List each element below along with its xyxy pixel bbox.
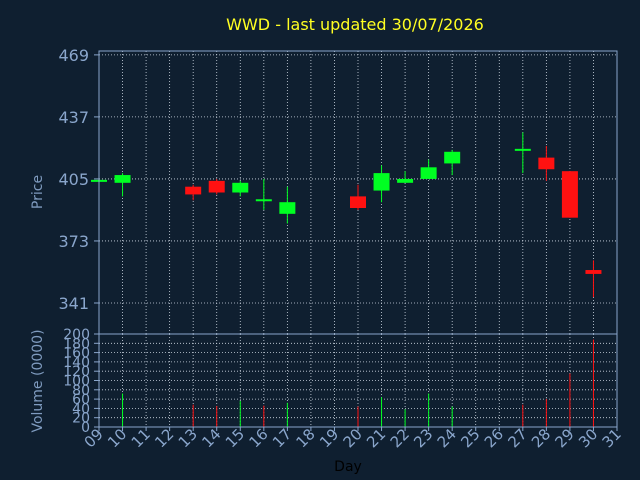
price-axis-label: Price: [30, 175, 46, 209]
candle-body: [208, 180, 225, 193]
day-tick-label: 22: [387, 425, 413, 451]
candle-body: [232, 182, 249, 193]
volume-tick-label: 180: [63, 336, 90, 352]
price-tick-label: 373: [58, 232, 89, 251]
volume-tick-label: 80: [72, 383, 90, 399]
price-panel: 469 437 405 373 341: [58, 46, 618, 335]
day-tick-label: 10: [104, 425, 130, 451]
candle-body: [561, 171, 578, 218]
candle-body: [514, 148, 531, 151]
candle-body: [420, 167, 437, 179]
candle-body: [444, 151, 461, 164]
day-tick-label: 29: [552, 425, 578, 451]
candle-body: [538, 157, 555, 170]
day-tick-label: 20: [340, 425, 366, 451]
day-tick-label: 11: [128, 425, 154, 451]
day-tick-label: 14: [198, 425, 224, 451]
volume-tick-label: 160: [63, 346, 90, 362]
day-tick-label: 12: [151, 425, 177, 451]
day-tick-label: 16: [245, 425, 271, 451]
volume-axis-label: Volume (0000): [30, 329, 46, 432]
candle-body: [373, 173, 390, 191]
volume-tick-label: 0: [81, 420, 90, 436]
day-tick-label: 27: [504, 425, 530, 451]
price-tick-label: 405: [58, 170, 89, 189]
day-tick-label: 15: [222, 425, 248, 451]
day-tick-label: 18: [293, 425, 319, 451]
volume-tick-label: 20: [72, 411, 90, 427]
volume-tick-label: 200: [63, 327, 90, 343]
day-tick-label: 21: [363, 425, 389, 451]
price-tick-label: 341: [58, 294, 89, 313]
candle-body: [185, 186, 202, 195]
volume-panel: 2001801601401201008060402000910111213141…: [63, 327, 625, 451]
day-tick-label: 25: [457, 425, 483, 451]
day-tick-label: 30: [575, 425, 601, 451]
chart-title: WWD - last updated 30/07/2026: [226, 15, 484, 34]
day-tick-label: 28: [528, 425, 554, 451]
day-tick-label: 26: [481, 425, 507, 451]
day-tick-label: 19: [316, 425, 342, 451]
candle-body: [397, 178, 414, 183]
volume-tick-label: 40: [72, 401, 90, 417]
candle-body: [114, 175, 131, 183]
volume-tick-label: 140: [63, 355, 90, 371]
day-tick-label: 17: [269, 425, 295, 451]
volume-tick-label: 100: [63, 374, 90, 390]
volume-tick-label: 60: [72, 392, 90, 408]
candle-body: [255, 199, 272, 202]
day-tick-label: 13: [175, 425, 201, 451]
candle-body: [585, 270, 602, 274]
candle-body: [279, 202, 296, 214]
candle-body: [350, 196, 366, 209]
day-axis-label: Day: [334, 459, 362, 475]
day-tick-label: 23: [410, 425, 436, 451]
day-tick-label: 31: [599, 425, 625, 451]
price-tick-label: 469: [58, 46, 89, 65]
price-tick-label: 437: [58, 108, 89, 127]
volume-tick-label: 120: [63, 364, 90, 380]
day-tick-label: 24: [434, 425, 460, 451]
